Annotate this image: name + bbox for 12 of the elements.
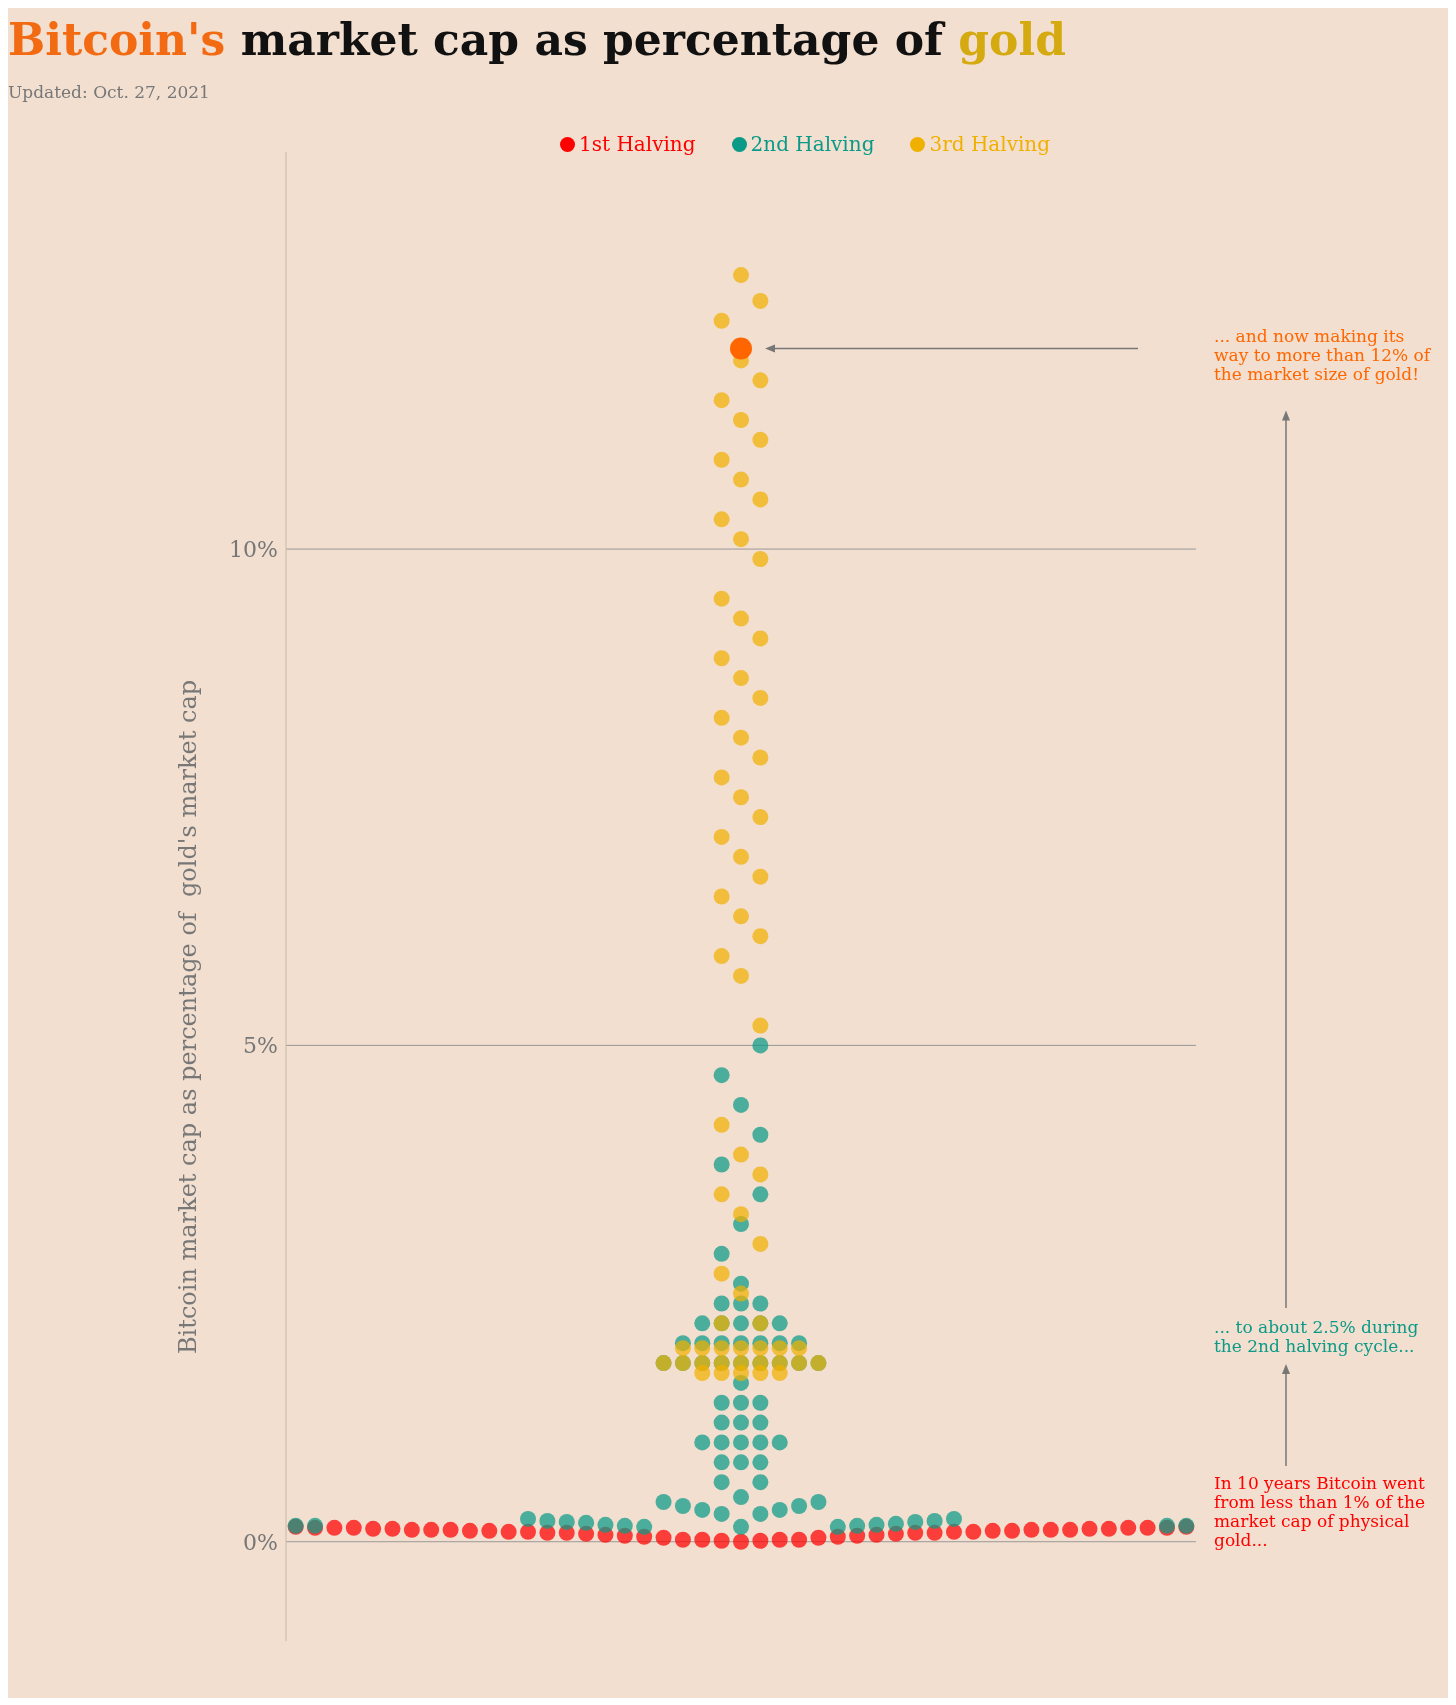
chart-title: Bitcoin's market cap as percentage of gold xyxy=(8,14,1066,65)
text: Updated: Oct. 27, 2021 xyxy=(8,82,210,102)
legend-label: 3rd Halving xyxy=(929,132,1051,156)
text: ... and now making its way to more than 12% of the market size of gold! xyxy=(1214,325,1432,384)
legend-label: 2nd Halving xyxy=(750,132,875,156)
y-axis-title: Bitcoin market cap as percentage of gold's market cap xyxy=(174,679,202,1354)
text: ... to about 2.5% during the 2nd halving cycle... xyxy=(1214,1317,1420,1356)
y-tick-label: 10% xyxy=(229,536,278,562)
legend-label: 1st Halving xyxy=(579,132,696,156)
y-tick-label: 0% xyxy=(243,1529,278,1555)
text: In 10 years Bitcoin went from less than 1% of the market cap of physical gold... xyxy=(1214,1473,1426,1550)
y-tick-label: 5% xyxy=(243,1033,278,1059)
